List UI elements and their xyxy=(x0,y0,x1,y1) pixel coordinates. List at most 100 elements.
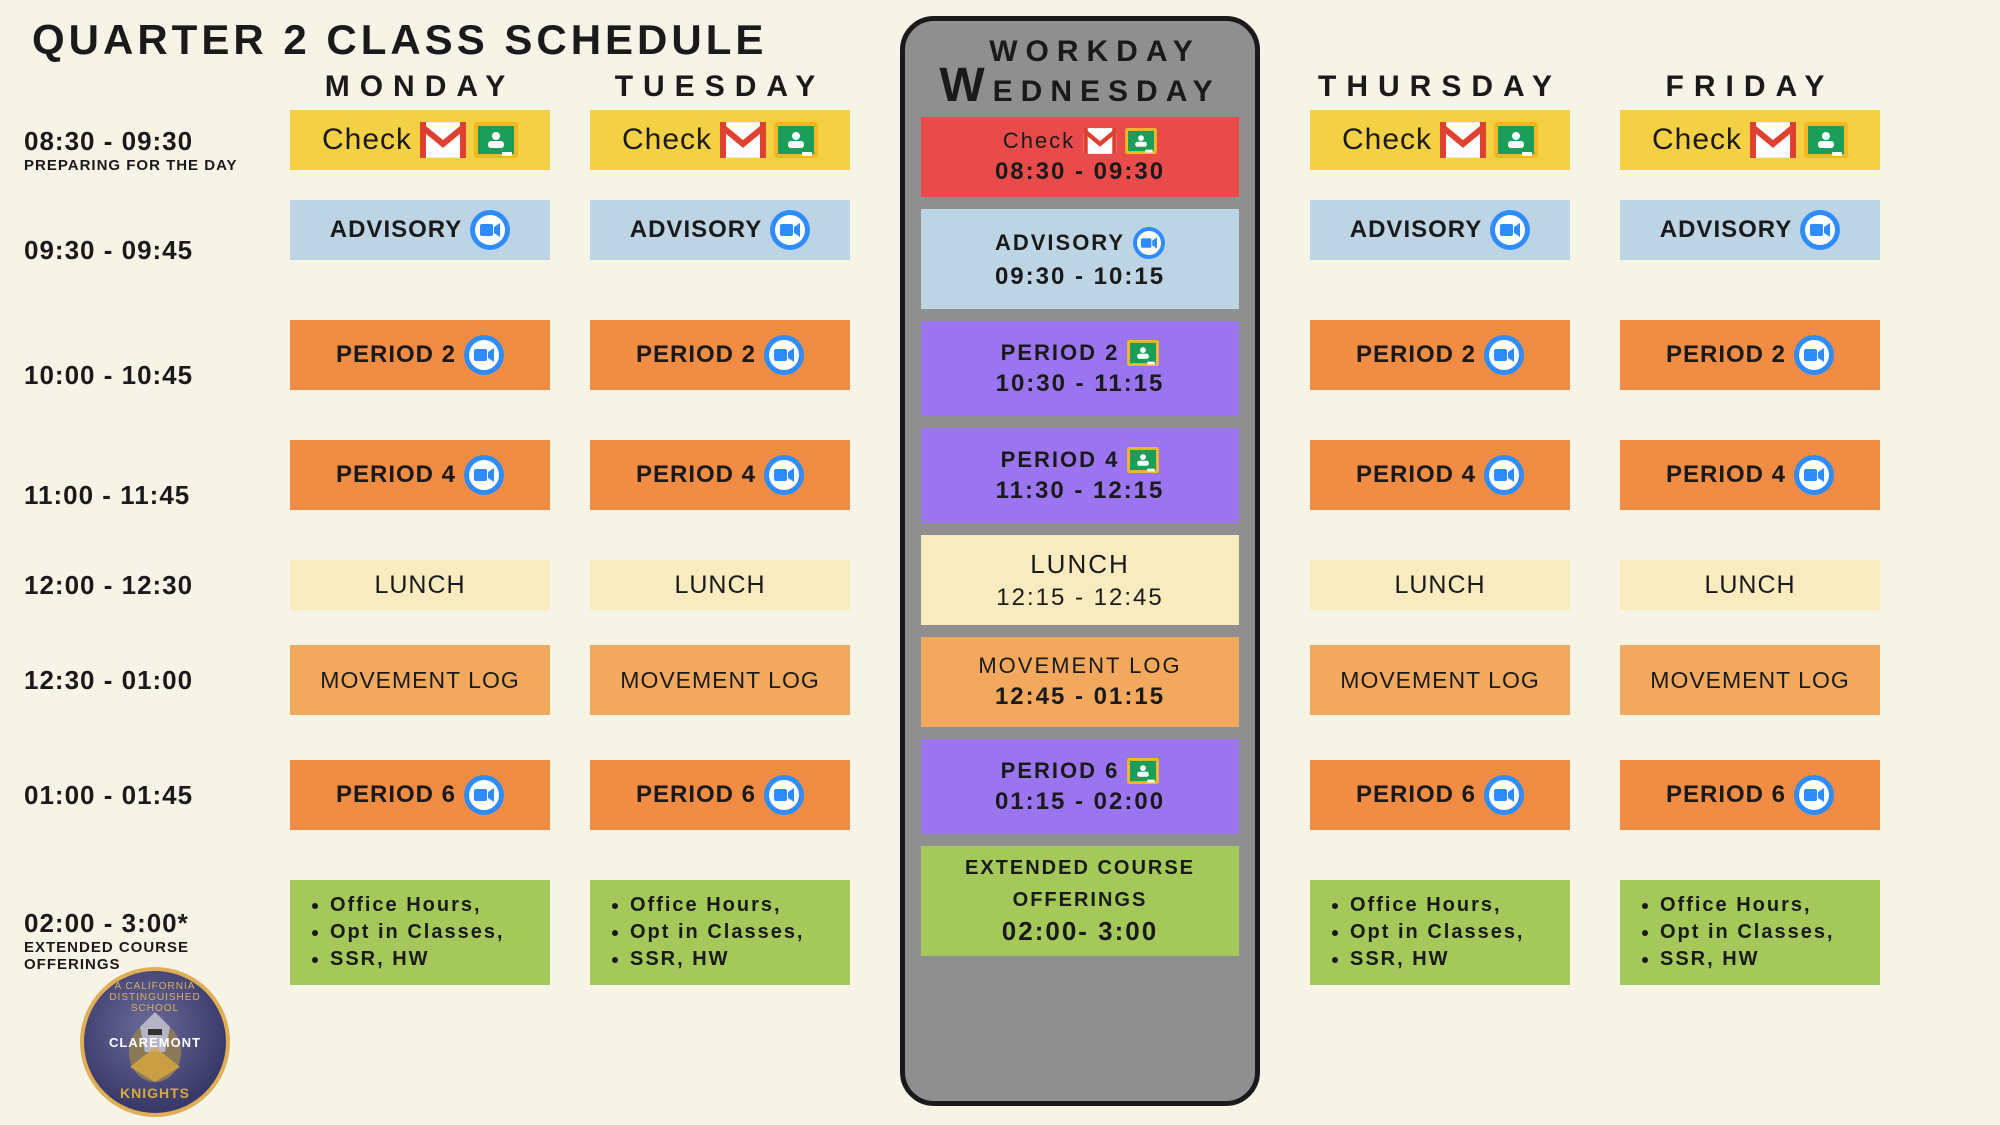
movement-block: MOVEMENT LOG xyxy=(1620,645,1880,715)
extended-bullet: SSR, HW xyxy=(330,946,530,973)
thu-column: THURSDAYCheckADVISORYPERIOD 2PERIOD 4LUN… xyxy=(1310,70,1570,985)
period6-label: PERIOD 6 xyxy=(636,781,756,809)
gmail-icon xyxy=(1083,128,1117,154)
period2-label: PERIOD 2 xyxy=(1356,341,1476,369)
advisory-block: ADVISORY xyxy=(1310,200,1570,260)
wed-p2-label: PERIOD 2 xyxy=(1001,340,1120,366)
advisory-block: ADVISORY xyxy=(1620,200,1880,260)
advisory-label: ADVISORY xyxy=(330,216,462,244)
extended-bullet: Office Hours, xyxy=(330,892,530,919)
wed-check-label: Check xyxy=(1003,128,1075,154)
zoom-icon xyxy=(464,335,504,375)
zoom-icon xyxy=(1800,210,1840,250)
advisory-block: ADVISORY xyxy=(590,200,850,260)
time-sublabel: PREPARING FOR THE DAY xyxy=(24,157,238,174)
lunch-label: LUNCH xyxy=(1704,571,1795,600)
zoom-icon xyxy=(764,335,804,375)
extended-bullet: Opt in Classes, xyxy=(1660,919,1860,946)
gmail-icon xyxy=(1750,122,1796,158)
tue-header: TUESDAY xyxy=(590,70,850,104)
classroom-icon xyxy=(1127,758,1159,784)
zoom-icon xyxy=(764,775,804,815)
advisory-label: ADVISORY xyxy=(1350,216,1482,244)
extended-bullet: Opt in Classes, xyxy=(1350,919,1550,946)
check-label: Check xyxy=(322,123,412,157)
wed-lunch-block: LUNCH 12:15 - 12:45 xyxy=(921,535,1239,625)
fri-column: FRIDAYCheckADVISORYPERIOD 2PERIOD 4LUNCH… xyxy=(1620,70,1880,985)
wed-ext-label1: EXTENDED COURSE xyxy=(965,856,1195,880)
zoom-icon xyxy=(1484,455,1524,495)
classroom-icon xyxy=(1127,447,1159,473)
period2-block: PERIOD 2 xyxy=(590,320,850,390)
period6-label: PERIOD 6 xyxy=(1356,781,1476,809)
lunch-block: LUNCH xyxy=(1310,560,1570,610)
extended-bullet: Opt in Classes, xyxy=(330,919,530,946)
check-label: Check xyxy=(1652,123,1742,157)
period4-label: PERIOD 4 xyxy=(336,461,456,489)
letter-w-icon: W xyxy=(939,67,992,105)
period6-label: PERIOD 6 xyxy=(1666,781,1786,809)
mon-header: MONDAY xyxy=(290,70,550,104)
movement-block: MOVEMENT LOG xyxy=(290,645,550,715)
wednesday-header: WORKDAY WEDNESDAY xyxy=(921,37,1239,107)
movement-block: MOVEMENT LOG xyxy=(1310,645,1570,715)
wed-period4-block: PERIOD 4 11:30 - 12:15 xyxy=(921,428,1239,523)
period6-block: PERIOD 6 xyxy=(590,760,850,830)
period6-block: PERIOD 6 xyxy=(1310,760,1570,830)
zoom-icon xyxy=(1133,227,1165,259)
time-label: 11:00 - 11:45 xyxy=(24,480,190,511)
period2-block: PERIOD 2 xyxy=(1310,320,1570,390)
wed-advisory-block: ADVISORY 09:30 - 10:15 xyxy=(921,209,1239,309)
check-block: Check xyxy=(290,110,550,170)
time-1100: 11:00 - 11:45 xyxy=(20,460,190,530)
wed-period2-block: PERIOD 2 10:30 - 11:15 xyxy=(921,321,1239,416)
gmail-icon xyxy=(1440,122,1486,158)
period4-block: PERIOD 4 xyxy=(590,440,850,510)
classroom-icon xyxy=(774,122,818,158)
gmail-icon xyxy=(720,122,766,158)
wed-check-time: 08:30 - 09:30 xyxy=(995,158,1165,186)
time-0830: 08:30 - 09:30 PREPARING FOR THE DAY xyxy=(20,110,238,190)
lunch-block: LUNCH xyxy=(290,560,550,610)
time-label: 09:30 - 09:45 xyxy=(24,235,193,266)
zoom-icon xyxy=(470,210,510,250)
wed-p2-time: 10:30 - 11:15 xyxy=(996,370,1165,398)
check-label: Check xyxy=(1342,123,1432,157)
wed-movement-block: MOVEMENT LOG 12:45 - 01:15 xyxy=(921,637,1239,727)
period6-block: PERIOD 6 xyxy=(1620,760,1880,830)
extended-block: Office Hours,Opt in Classes,SSR, HW xyxy=(1620,880,1880,985)
lunch-block: LUNCH xyxy=(1620,560,1880,610)
check-block: Check xyxy=(590,110,850,170)
wed-check-block: Check 08:30 - 09:30 xyxy=(921,117,1239,197)
extended-bullet: Office Hours, xyxy=(630,892,830,919)
extended-bullet: SSR, HW xyxy=(1350,946,1550,973)
zoom-icon xyxy=(464,775,504,815)
time-1230: 12:30 - 01:00 xyxy=(20,645,193,715)
gmail-icon xyxy=(420,122,466,158)
movement-label: MOVEMENT LOG xyxy=(620,667,819,694)
wed-advisory-label: ADVISORY xyxy=(995,230,1125,256)
extended-bullet: Office Hours, xyxy=(1350,892,1550,919)
time-label: 01:00 - 01:45 xyxy=(24,780,193,811)
time-label: 12:30 - 01:00 xyxy=(24,665,193,696)
wed-extended-block: EXTENDED COURSE OFFERINGS 02:00- 3:00 xyxy=(921,846,1239,956)
period2-label: PERIOD 2 xyxy=(1666,341,1786,369)
lunch-block: LUNCH xyxy=(590,560,850,610)
movement-label: MOVEMENT LOG xyxy=(1650,667,1849,694)
zoom-icon xyxy=(770,210,810,250)
advisory-label: ADVISORY xyxy=(1660,216,1792,244)
time-label: 10:00 - 10:45 xyxy=(24,360,193,391)
wednesday-column: WORKDAY WEDNESDAY Check 08:30 - 09:30 AD… xyxy=(900,16,1260,1106)
period4-label: PERIOD 4 xyxy=(1666,461,1786,489)
check-label: Check xyxy=(622,123,712,157)
time-label: 12:00 - 12:30 xyxy=(24,570,193,601)
advisory-block: ADVISORY xyxy=(290,200,550,260)
period6-label: PERIOD 6 xyxy=(336,781,456,809)
tue-column: TUESDAY Check ADVISORY PERIOD 2 PERIOD 4 LUNC… xyxy=(590,70,850,985)
period6-block: PERIOD 6 xyxy=(290,760,550,830)
wed-move-time: 12:45 - 01:15 xyxy=(995,683,1165,711)
period4-label: PERIOD 4 xyxy=(1356,461,1476,489)
wed-line2: EDNESDAY xyxy=(993,77,1221,107)
movement-block: MOVEMENT LOG xyxy=(590,645,850,715)
zoom-icon xyxy=(764,455,804,495)
